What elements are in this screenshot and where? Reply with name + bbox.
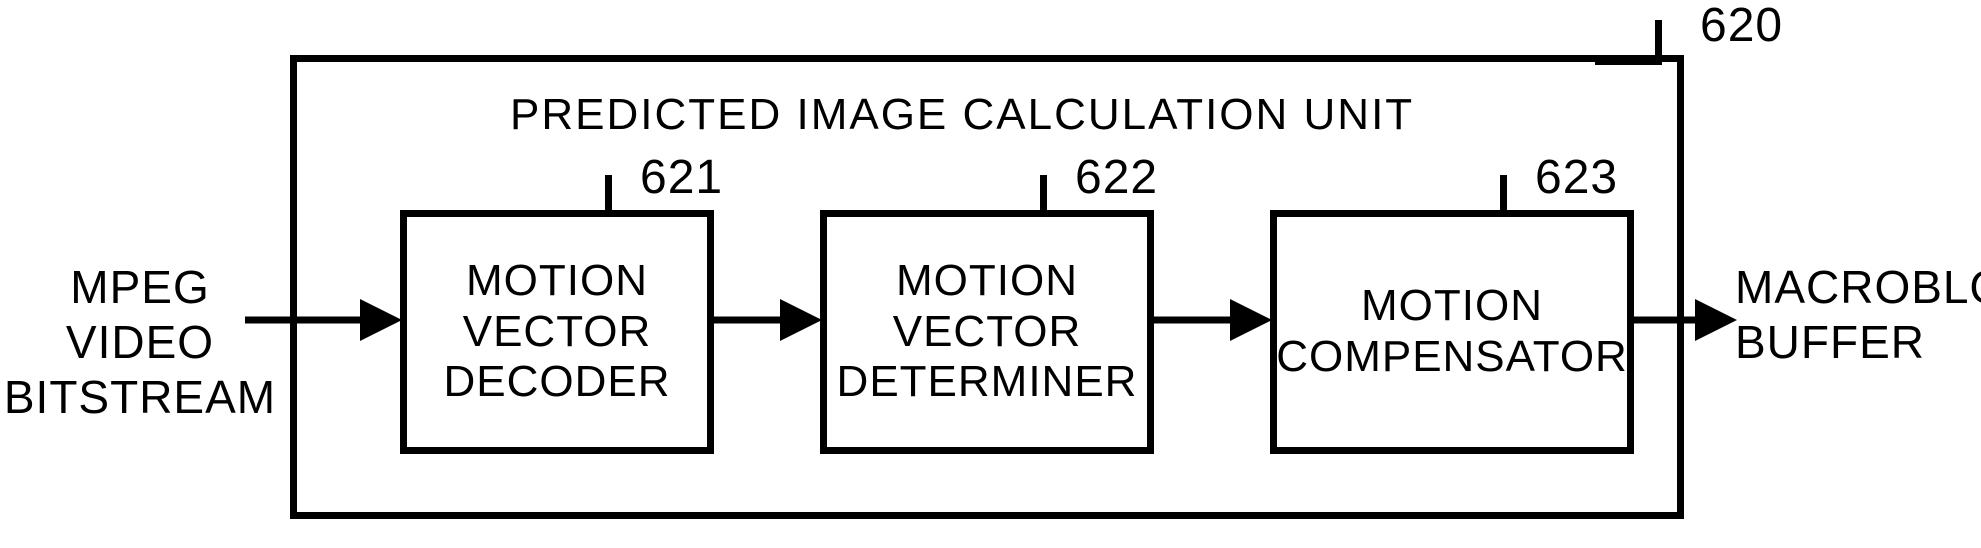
arrow-input-to-621 [0, 0, 1981, 548]
